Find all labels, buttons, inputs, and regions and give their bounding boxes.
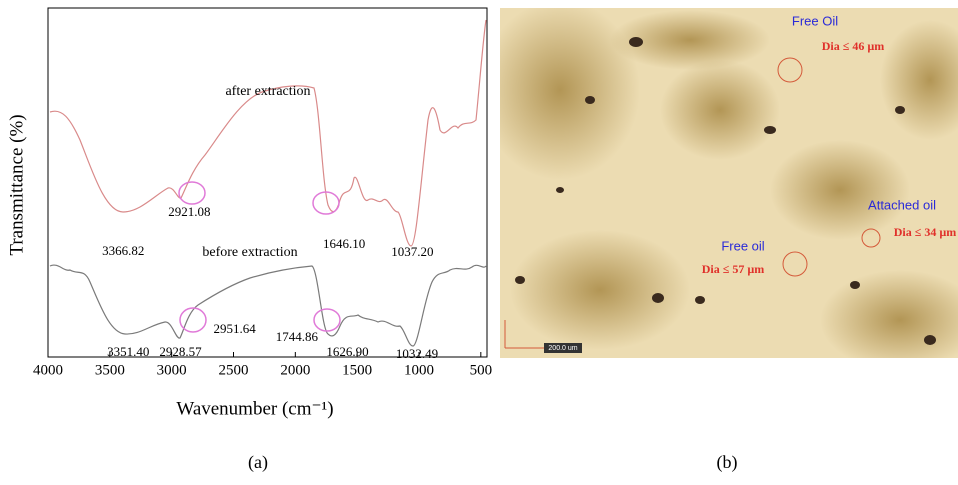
series-label: before extraction xyxy=(202,245,297,260)
peak-circle xyxy=(314,309,340,331)
peak-label: 1037.20 xyxy=(391,244,433,259)
peak-label: 1646.10 xyxy=(323,236,365,251)
oil-label: Free Oil xyxy=(792,13,838,28)
panel-label: (b) xyxy=(717,452,738,473)
panel-label: (a) xyxy=(248,452,268,473)
peak-label: 2951.64 xyxy=(214,321,257,336)
x-tick-label: 4000 xyxy=(33,362,63,378)
peak-label: 3351.40 xyxy=(107,344,149,359)
y-axis-label: Transmittance (%) xyxy=(6,114,27,255)
size-label: Dia ≤ 46 µm xyxy=(822,39,885,53)
x-tick-label: 500 xyxy=(470,362,493,378)
before-curve xyxy=(50,265,486,346)
x-tick-label: 3500 xyxy=(95,362,125,378)
peak-label: 3366.82 xyxy=(102,243,144,258)
x-tick-label: 3000 xyxy=(157,362,187,378)
after-curve xyxy=(50,20,486,246)
peak-label: 1626.90 xyxy=(326,344,368,359)
peak-label: 2921.08 xyxy=(168,204,210,219)
size-label: Dia ≤ 34 µm xyxy=(894,225,957,239)
peak-circle xyxy=(180,308,206,332)
oil-label: Free oil xyxy=(721,238,764,253)
peak-label: 1032.49 xyxy=(396,346,438,361)
peak-label: 2928.57 xyxy=(159,344,202,359)
x-axis-label: Wavenumber (cm⁻¹) xyxy=(176,398,333,419)
x-tick-label: 1500 xyxy=(342,362,372,378)
size-label: Dia ≤ 57 µm xyxy=(702,262,765,276)
series-label: after extraction xyxy=(225,84,310,99)
x-tick-label: 2500 xyxy=(218,362,248,378)
scale-bar-label: 200.0 um xyxy=(548,345,577,352)
x-tick-label: 2000 xyxy=(280,362,310,378)
micrograph: 200.0 um xyxy=(480,0,958,370)
x-tick-label: 1000 xyxy=(404,362,434,378)
figure: Transmittance (%) Wavenumber (cm⁻¹) afte… xyxy=(0,0,958,480)
oil-label: Attached oil xyxy=(868,197,936,212)
peak-label: 1744.86 xyxy=(276,329,319,344)
